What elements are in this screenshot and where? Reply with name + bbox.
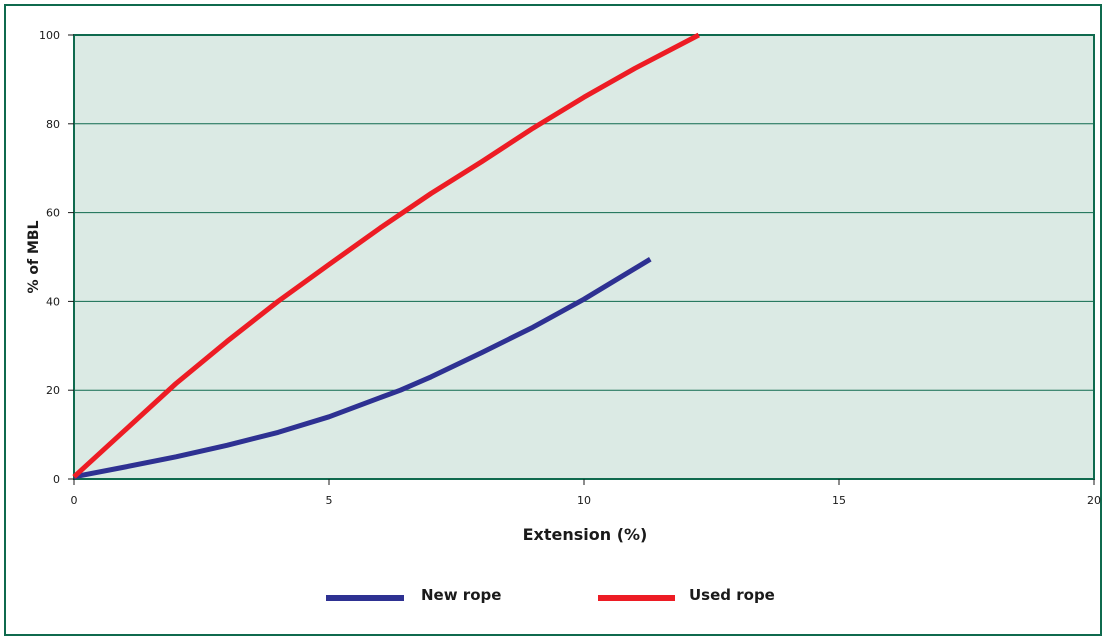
plot-area <box>73 34 1095 480</box>
x-tick-label: 5 <box>326 494 333 507</box>
series-lines <box>72 32 700 480</box>
y-tick-label: 60 <box>46 207 60 220</box>
series-line-new-rope <box>73 257 652 480</box>
x-tick-label: 15 <box>832 494 846 507</box>
y-tick-label: 80 <box>46 118 60 131</box>
series-line-used-rope <box>72 32 700 479</box>
legend: New rope Used rope <box>326 586 775 604</box>
x-tick-label: 0 <box>71 494 78 507</box>
x-tick-label: 10 <box>577 494 591 507</box>
legend-label-new-rope: New rope <box>421 586 501 604</box>
x-tick-labels: 0 5 10 15 20 <box>71 479 1101 507</box>
y-tick-labels: 0 20 40 60 80 100 <box>39 29 74 486</box>
y-axis-title: % of MBL <box>26 220 42 293</box>
legend-label-used-rope: Used rope <box>689 586 775 604</box>
y-tick-label: 0 <box>53 473 60 486</box>
y-tick-label: 20 <box>46 384 60 397</box>
x-tick-label: 20 <box>1087 494 1101 507</box>
y-tick-label: 40 <box>46 295 60 308</box>
y-tick-label: 100 <box>39 29 60 42</box>
x-axis-title: Extension (%) <box>523 525 648 544</box>
